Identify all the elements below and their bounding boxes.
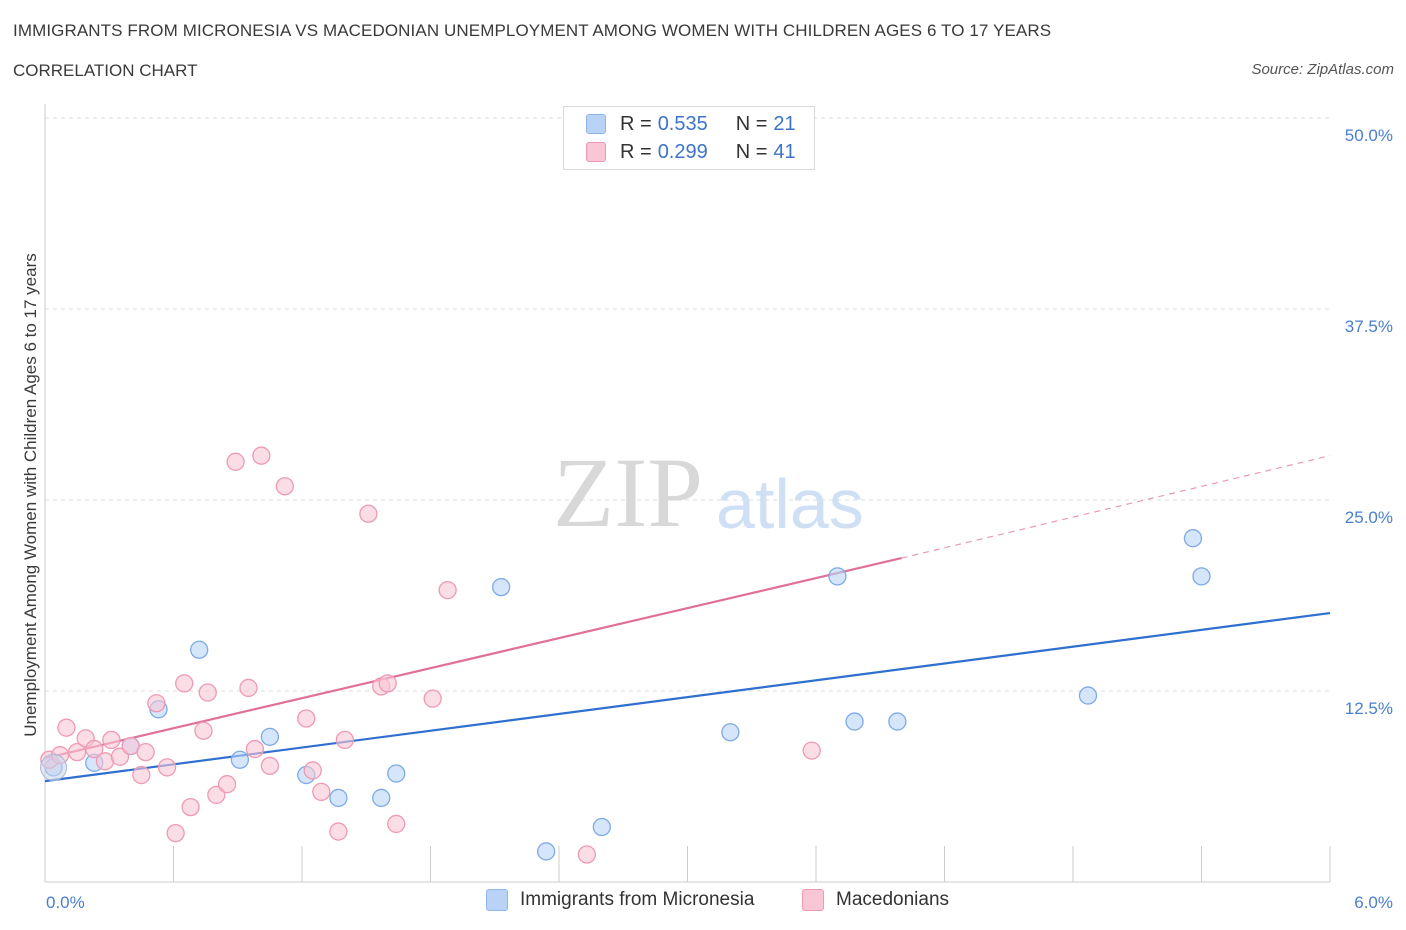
watermark-zip: ZIP [553, 437, 703, 548]
data-point-s1-23 [245, 739, 265, 759]
data-point-s1-2 [57, 718, 76, 737]
legend-item-micronesia[interactable]: Immigrants from Micronesia [486, 889, 754, 911]
data-point-s1-22 [239, 678, 258, 698]
data-point-s1-20 [217, 775, 237, 794]
data-point-s1-32 [359, 504, 378, 523]
data-point-s1-36 [423, 689, 442, 708]
x-tick-labels: 0.0% 6.0% [46, 893, 1393, 912]
legend-swatch-macedonians [802, 889, 824, 911]
legend-label-micronesia: Immigrants from Micronesia [520, 889, 755, 910]
data-point-s1-18 [198, 683, 217, 702]
data-point-s1-31 [335, 730, 354, 750]
data-point-s1-7 [102, 730, 121, 750]
data-point-s1-12 [147, 694, 166, 713]
data-point-s1-3 [67, 742, 87, 762]
data-point-s1-16 [181, 797, 200, 817]
data-point-s0-13 [592, 817, 611, 837]
data-point-s0-18 [1078, 686, 1098, 705]
data-point-s1-28 [303, 761, 322, 780]
data-point-s1-17 [194, 721, 213, 740]
legend-item-macedonians[interactable]: Macedonians [802, 889, 949, 911]
legend-label-macedonians: Macedonians [836, 889, 950, 910]
data-point-s0-4 [190, 640, 209, 659]
data-point-s1-13 [157, 758, 177, 777]
data-point-s1-11 [136, 742, 155, 762]
data-point-s1-38 [577, 845, 596, 864]
grid-lines [45, 117, 1330, 692]
data-point-s0-9 [372, 788, 391, 808]
data-point-s1-27 [297, 709, 316, 728]
chart-title: IMMIGRANTS FROM MICRONESIA VS MACEDONIAN… [13, 21, 1052, 40]
y-tick-label-2: 37.5% [1345, 317, 1393, 336]
data-point-s1-21 [226, 452, 245, 471]
axes [44, 104, 1331, 883]
data-point-s1-10 [132, 765, 151, 785]
x-tick-label-0: 0.0% [46, 893, 85, 912]
data-point-s0-8 [329, 788, 348, 808]
legend-swatch-macedonians [586, 142, 606, 162]
y-tick-label-3: 50.0% [1345, 126, 1393, 145]
data-point-s1-35 [387, 814, 406, 834]
legend-r-value: 0.535 [657, 112, 708, 135]
y-tick-labels: 12.5% 25.0% 37.5% 50.0% [1345, 126, 1393, 718]
data-point-s0-14 [721, 723, 740, 742]
chart-subtitle: CORRELATION CHART [13, 61, 198, 80]
data-point-s0-11 [492, 577, 511, 597]
data-point-s1-5 [85, 739, 104, 759]
legend-swatch-micronesia [586, 114, 606, 134]
data-point-cluster [40, 753, 68, 781]
data-point-s1-26 [275, 477, 295, 496]
watermark-atlas: atlas [716, 465, 864, 543]
legend-row-micronesia: R = 0.535 N = 21 [586, 112, 796, 136]
source-note: Source: ZipAtlas.com [1251, 61, 1394, 78]
data-point-s0-17 [888, 712, 907, 731]
trend-line-s1 [44, 556, 902, 760]
y-tick-label-0: 12.5% [1345, 699, 1393, 718]
data-point-s1-15 [175, 674, 194, 693]
data-point-s0-12 [537, 842, 556, 861]
data-point-s0-16 [845, 712, 864, 731]
legend-n-value: 21 [773, 112, 796, 135]
legend-n-value: 41 [773, 140, 796, 163]
data-point-s1-34 [378, 674, 397, 693]
data-point-s1-37 [438, 581, 457, 600]
legend-n-label: N = [735, 140, 768, 163]
legend-row-macedonians: R = 0.299 N = 41 [586, 140, 796, 164]
data-point-s0-20 [1192, 567, 1211, 586]
watermark: ZIP atlas [553, 437, 864, 548]
data-point-s1-24 [252, 446, 271, 465]
data-point-s0-5 [230, 750, 250, 769]
data-point-s0-10 [387, 764, 406, 783]
legend-r-value: 0.299 [657, 140, 708, 163]
data-point-s1-40 [802, 741, 821, 760]
y-axis-title: Unemployment Among Women with Children A… [21, 253, 40, 737]
data-point-s1-30 [329, 822, 348, 841]
data-point-s0-15 [828, 567, 847, 586]
legend-n-label: N = [735, 112, 768, 135]
series-legend: Immigrants from Micronesia Macedonians [0, 889, 1406, 915]
legend-r-label: R = [620, 140, 652, 163]
legend-swatch-micronesia [486, 889, 508, 911]
data-point-s1-25 [260, 756, 280, 776]
data-point-s1-29 [312, 782, 331, 801]
data-point-s0-19 [1183, 529, 1203, 548]
data-point-s1-14 [166, 823, 185, 843]
y-tick-label-1: 25.0% [1345, 508, 1393, 527]
data-point-s0-6 [260, 727, 280, 746]
legend-r-label: R = [620, 112, 652, 135]
x-tick-label-1: 6.0% [1354, 893, 1393, 912]
correlation-legend: R = 0.535 N = 21 R = 0.299 N = 41 [563, 106, 815, 170]
trend-line-dashed-s1 [901, 455, 1331, 559]
